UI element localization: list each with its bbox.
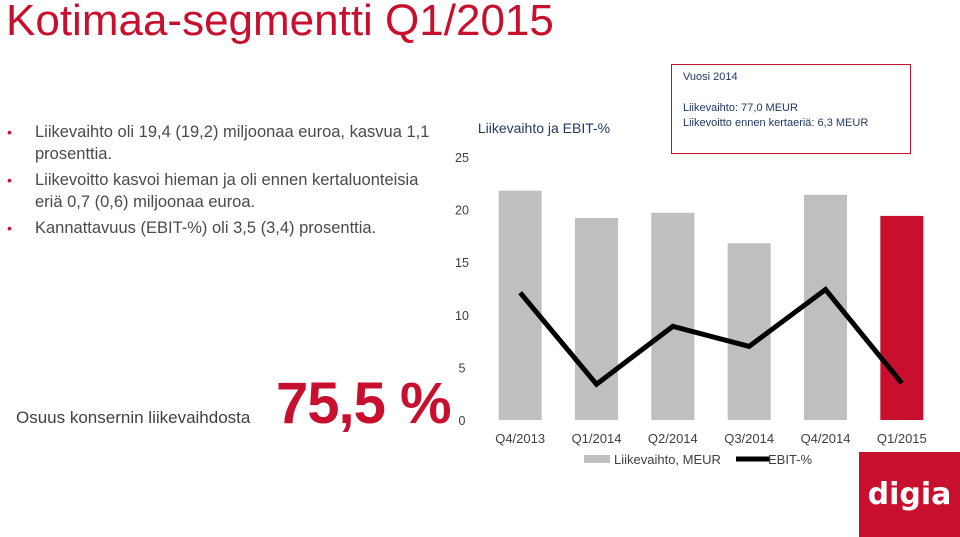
x-tick-label: Q2/2014 [648,431,698,446]
bar [880,215,924,420]
x-tick-label: Q1/2015 [877,431,927,446]
infobox-header: Vuosi 2014 [683,71,738,83]
bullet-icon: • [7,172,12,188]
bullet-text: Liikevaihto oli 19,4 (19,2) miljoonaa eu… [35,123,430,163]
bullet-item: • Liikevoitto kasvoi hieman ja oli ennen … [6,170,446,213]
y-tick-label: 0 [459,414,466,428]
share-value: 75,5 % [276,371,452,436]
bar [727,243,771,420]
bullet-list: • Liikevaihto oli 19,4 (19,2) miljoonaa e… [6,122,446,245]
legend-line-label: EBIT-% [768,452,813,467]
bullet-item: • Kannattavuus (EBIT-%) oli 3,5 (3,4) pro… [6,218,446,240]
bullet-icon: • [7,124,12,140]
infobox-revenue: Liikevaihto: 77,0 MEUR [683,102,798,114]
y-tick-label: 15 [455,256,469,270]
y-tick-label: 20 [455,204,469,218]
infobox-ebit: Liikevoitto ennen kertaeriä: 6,3 MEUR [683,117,869,129]
bar [575,218,618,420]
page-title: Kotimaa-segmentti Q1/2015 [6,0,554,45]
x-tick-label: Q3/2014 [724,431,774,446]
legend-bar-swatch [584,455,610,463]
bar [498,190,542,420]
share-label: Osuus konsernin liikevaihdosta [16,408,251,427]
bullet-text: Kannattavuus (EBIT-%) oli 3,5 (3,4) pros… [35,219,377,237]
year-2014-infobox: Vuosi 2014 Liikevaihto: 77,0 MEUR Liikev… [671,64,911,154]
y-tick-label: 25 [455,151,469,165]
y-tick-label: 10 [455,309,469,323]
x-tick-label: Q1/2014 [572,431,622,446]
ebit-line [518,286,904,388]
bullet-item: • Liikevaihto oli 19,4 (19,2) miljoonaa e… [6,122,446,165]
legend-bar-label: Liikevaihto, MEUR [614,452,721,467]
bullet-text: Liikevoitto kasvoi hieman ja oli ennen k… [35,171,419,211]
bullet-icon: • [7,220,12,236]
digia-logo: digia [859,452,960,537]
x-tick-label: Q4/2013 [495,431,545,446]
y-tick-label: 5 [459,361,466,375]
chart-title: Liikevaihto ja EBIT-% [478,120,610,136]
x-tick-label: Q4/2014 [801,431,851,446]
bar [651,212,695,420]
